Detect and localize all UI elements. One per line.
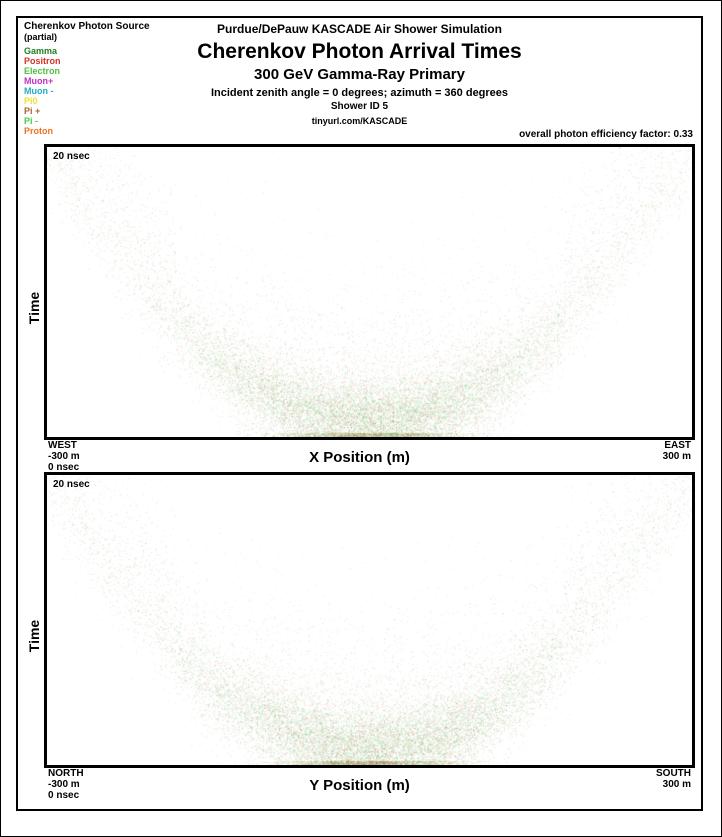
x-axis-label: Y Position (m)	[18, 777, 701, 794]
y-axis-label: Time	[26, 620, 42, 652]
legend-item: Positron	[24, 56, 150, 66]
legend-item: Muon+	[24, 76, 150, 86]
legend-item: Pi0	[24, 96, 150, 106]
panel-y: Time 20 nsec NORTH -300 m 0 nsec SOUTH 3…	[18, 472, 701, 800]
legend-item: Pi -	[24, 116, 150, 126]
legend-items: GammaPositronElectronMuon+Muon -Pi0Pi +P…	[24, 46, 150, 136]
legend: Cherenkov Photon Source (partial) GammaP…	[24, 22, 150, 136]
legend-item: Electron	[24, 66, 150, 76]
page-root: Cherenkov Photon Source (partial) GammaP…	[0, 0, 722, 837]
legend-title: Cherenkov Photon Source	[24, 22, 150, 32]
legend-item: Gamma	[24, 46, 150, 56]
time-max-label: 20 nsec	[53, 151, 90, 162]
plot-box-x: 20 nsec	[44, 144, 695, 440]
efficiency-factor: overall photon efficiency factor: 0.33	[519, 129, 693, 140]
legend-subtitle: (partial)	[24, 32, 150, 42]
x-axis-label: X Position (m)	[18, 449, 701, 466]
panel-x: Time 20 nsec WEST -300 m 0 nsec EAST 300…	[18, 144, 701, 472]
legend-item: Proton	[24, 126, 150, 136]
legend-item: Muon -	[24, 86, 150, 96]
y-axis-label: Time	[26, 292, 42, 324]
plot-box-y: 20 nsec	[44, 472, 695, 768]
figure-frame: Cherenkov Photon Source (partial) GammaP…	[16, 16, 703, 811]
header-area: Cherenkov Photon Source (partial) GammaP…	[18, 18, 701, 144]
legend-item: Pi +	[24, 106, 150, 116]
scatter-canvas-x	[47, 147, 692, 437]
time-max-label: 20 nsec	[53, 479, 90, 490]
scatter-canvas-y	[47, 475, 692, 765]
